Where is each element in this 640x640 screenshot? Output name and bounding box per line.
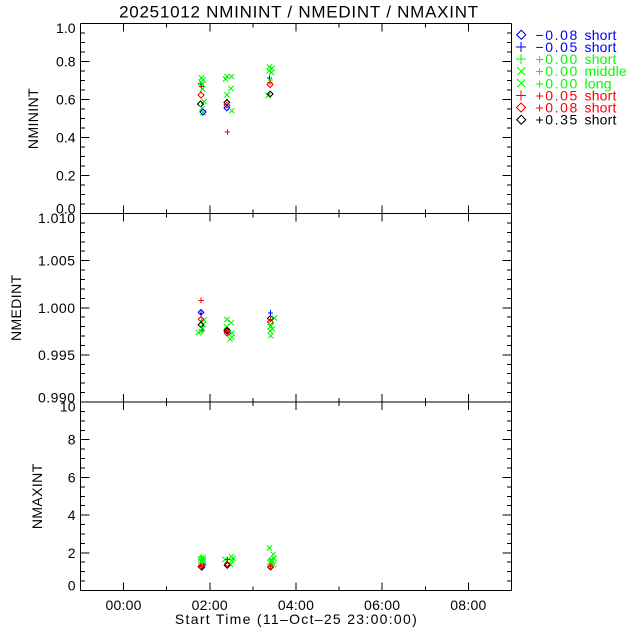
svg-text:short: short	[585, 100, 617, 116]
svg-text:short: short	[585, 112, 617, 128]
svg-text:2: 2	[68, 545, 76, 561]
svg-text:short: short	[585, 87, 617, 103]
svg-text:+0.08: +0.08	[536, 100, 579, 116]
svg-text:−0.05: −0.05	[536, 39, 579, 55]
svg-text:short: short	[585, 51, 617, 67]
svg-text:1.0: 1.0	[56, 20, 76, 36]
svg-text:06:00: 06:00	[364, 597, 400, 613]
svg-text:0.990: 0.990	[38, 390, 76, 406]
svg-text:0.8: 0.8	[56, 54, 76, 70]
svg-text:0.4: 0.4	[56, 130, 76, 146]
svg-text:+0.05: +0.05	[536, 87, 579, 103]
svg-text:short: short	[585, 27, 617, 43]
svg-text:8: 8	[68, 432, 76, 448]
svg-text:1.005: 1.005	[38, 253, 76, 269]
svg-text:+0.00: +0.00	[536, 75, 579, 91]
svg-text:00:00: 00:00	[105, 597, 141, 613]
svg-text:NMAXINT: NMAXINT	[29, 463, 45, 529]
svg-text:Start Time (11–Oct–25 23:00:00: Start Time (11–Oct–25 23:00:00)	[175, 611, 418, 627]
svg-text:04:00: 04:00	[278, 597, 314, 613]
svg-text:long: long	[585, 75, 612, 91]
svg-text:08:00: 08:00	[450, 597, 486, 613]
svg-text:10: 10	[60, 399, 76, 415]
svg-text:+0.00: +0.00	[536, 63, 579, 79]
svg-text:6: 6	[68, 469, 76, 485]
svg-text:4: 4	[68, 507, 76, 523]
svg-text:1.010: 1.010	[38, 210, 76, 226]
svg-text:+0.35: +0.35	[536, 112, 579, 128]
svg-text:+0.00: +0.00	[536, 51, 579, 67]
svg-text:0.2: 0.2	[56, 168, 76, 184]
svg-text:middle: middle	[585, 63, 627, 79]
svg-text:20251012 NMININT / NMEDINT / N: 20251012 NMININT / NMEDINT / NMAXINT	[119, 3, 479, 22]
svg-text:NMEDINT: NMEDINT	[8, 274, 24, 341]
svg-text:0: 0	[68, 578, 76, 594]
svg-text:0.995: 0.995	[38, 347, 76, 363]
svg-text:02:00: 02:00	[192, 597, 228, 613]
svg-text:0.6: 0.6	[56, 92, 76, 108]
svg-text:1.000: 1.000	[38, 300, 76, 316]
svg-text:−0.08: −0.08	[536, 27, 579, 43]
svg-text:0.0: 0.0	[56, 201, 76, 217]
svg-text:short: short	[585, 39, 617, 55]
svg-text:NMININT: NMININT	[25, 88, 41, 149]
